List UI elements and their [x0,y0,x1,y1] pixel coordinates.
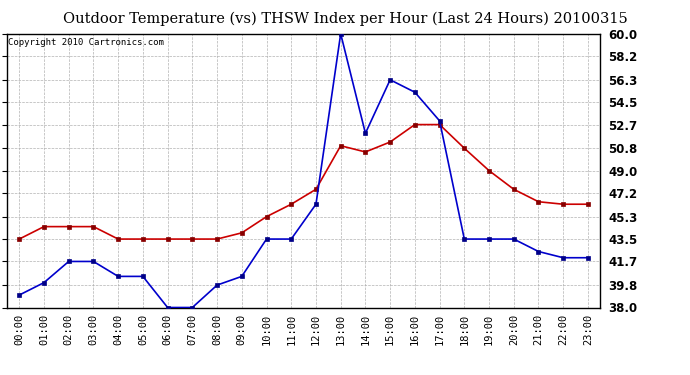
Text: Copyright 2010 Cartronics.com: Copyright 2010 Cartronics.com [8,38,164,47]
Text: Outdoor Temperature (vs) THSW Index per Hour (Last 24 Hours) 20100315: Outdoor Temperature (vs) THSW Index per … [63,11,627,26]
